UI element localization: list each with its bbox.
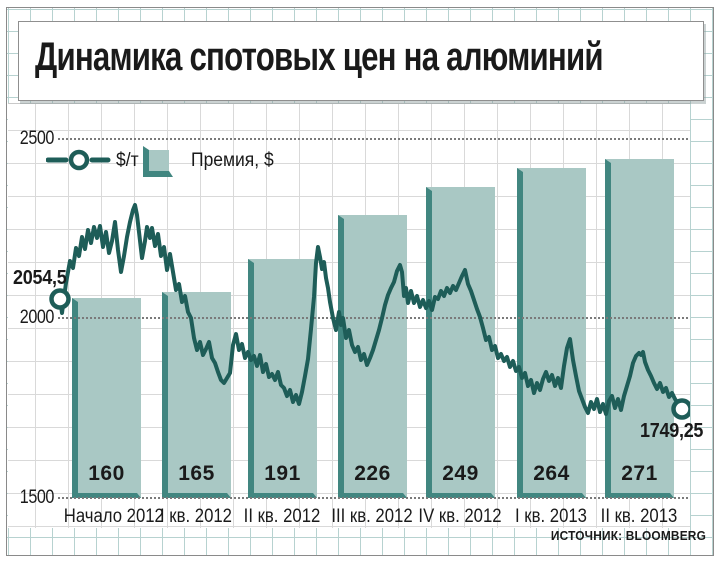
gridline-2500 <box>58 138 690 140</box>
price-line <box>58 203 684 416</box>
legend-line-marker-icon <box>46 149 111 171</box>
bar-value-label: 271 <box>621 462 658 485</box>
bar-value-label: 165 <box>178 462 215 485</box>
price-line-chart <box>49 203 690 420</box>
legend-label-premium: Премия, $ <box>191 150 274 171</box>
gridline-1500 <box>58 497 690 499</box>
bar-value-label: 226 <box>354 462 391 485</box>
y-tick-label-2000: 2000 <box>19 307 55 328</box>
line-start-marker <box>49 288 71 310</box>
x-tick-label: I кв. 2013 <box>515 506 587 527</box>
x-tick-label: Начало 2012 <box>63 506 164 527</box>
bar-value-label: 191 <box>264 462 301 485</box>
premium-bar-I кв. 2012 <box>162 292 231 498</box>
end-value-label: 1749,25 <box>640 420 704 442</box>
legend-bar-swatch-icon <box>143 146 173 177</box>
x-tick-label: II кв. 2013 <box>600 506 678 527</box>
bar-value-label: 160 <box>88 462 125 485</box>
bar-value-label: 264 <box>533 462 570 485</box>
gridline-2000 <box>58 317 690 319</box>
start-value-label: 2054,5 <box>13 267 67 289</box>
premium-bar-IV кв. 2012 <box>426 187 495 498</box>
chart-title: Динамика спотовых цен на алюминий <box>35 35 604 79</box>
bar-value-label: 249 <box>442 462 479 485</box>
legend-label-price: $/т <box>116 150 139 171</box>
line-end-marker <box>671 398 690 420</box>
chart-plot-area: $/т Премия, $ 2054,5 1749,25 2500 2000 150… <box>8 103 703 528</box>
y-tick-label-2500: 2500 <box>19 128 55 149</box>
source-credit: ИСТОЧНИК: BLOOMBERG <box>550 529 706 543</box>
x-tick-label: I кв. 2012 <box>160 506 232 527</box>
premium-bar-I кв. 2013 <box>517 168 586 498</box>
title-box: Динамика спотовых цен на алюминий <box>18 21 704 101</box>
premium-bar-Начало 2012 <box>72 298 141 498</box>
premium-bar-II кв. 2013 <box>605 159 674 498</box>
x-tick-label: II кв. 2012 <box>243 506 321 527</box>
y-tick-label-1500: 1500 <box>19 487 55 508</box>
x-tick-label: IV кв. 2012 <box>418 506 502 527</box>
x-tick-label: III кв. 2012 <box>331 506 413 527</box>
